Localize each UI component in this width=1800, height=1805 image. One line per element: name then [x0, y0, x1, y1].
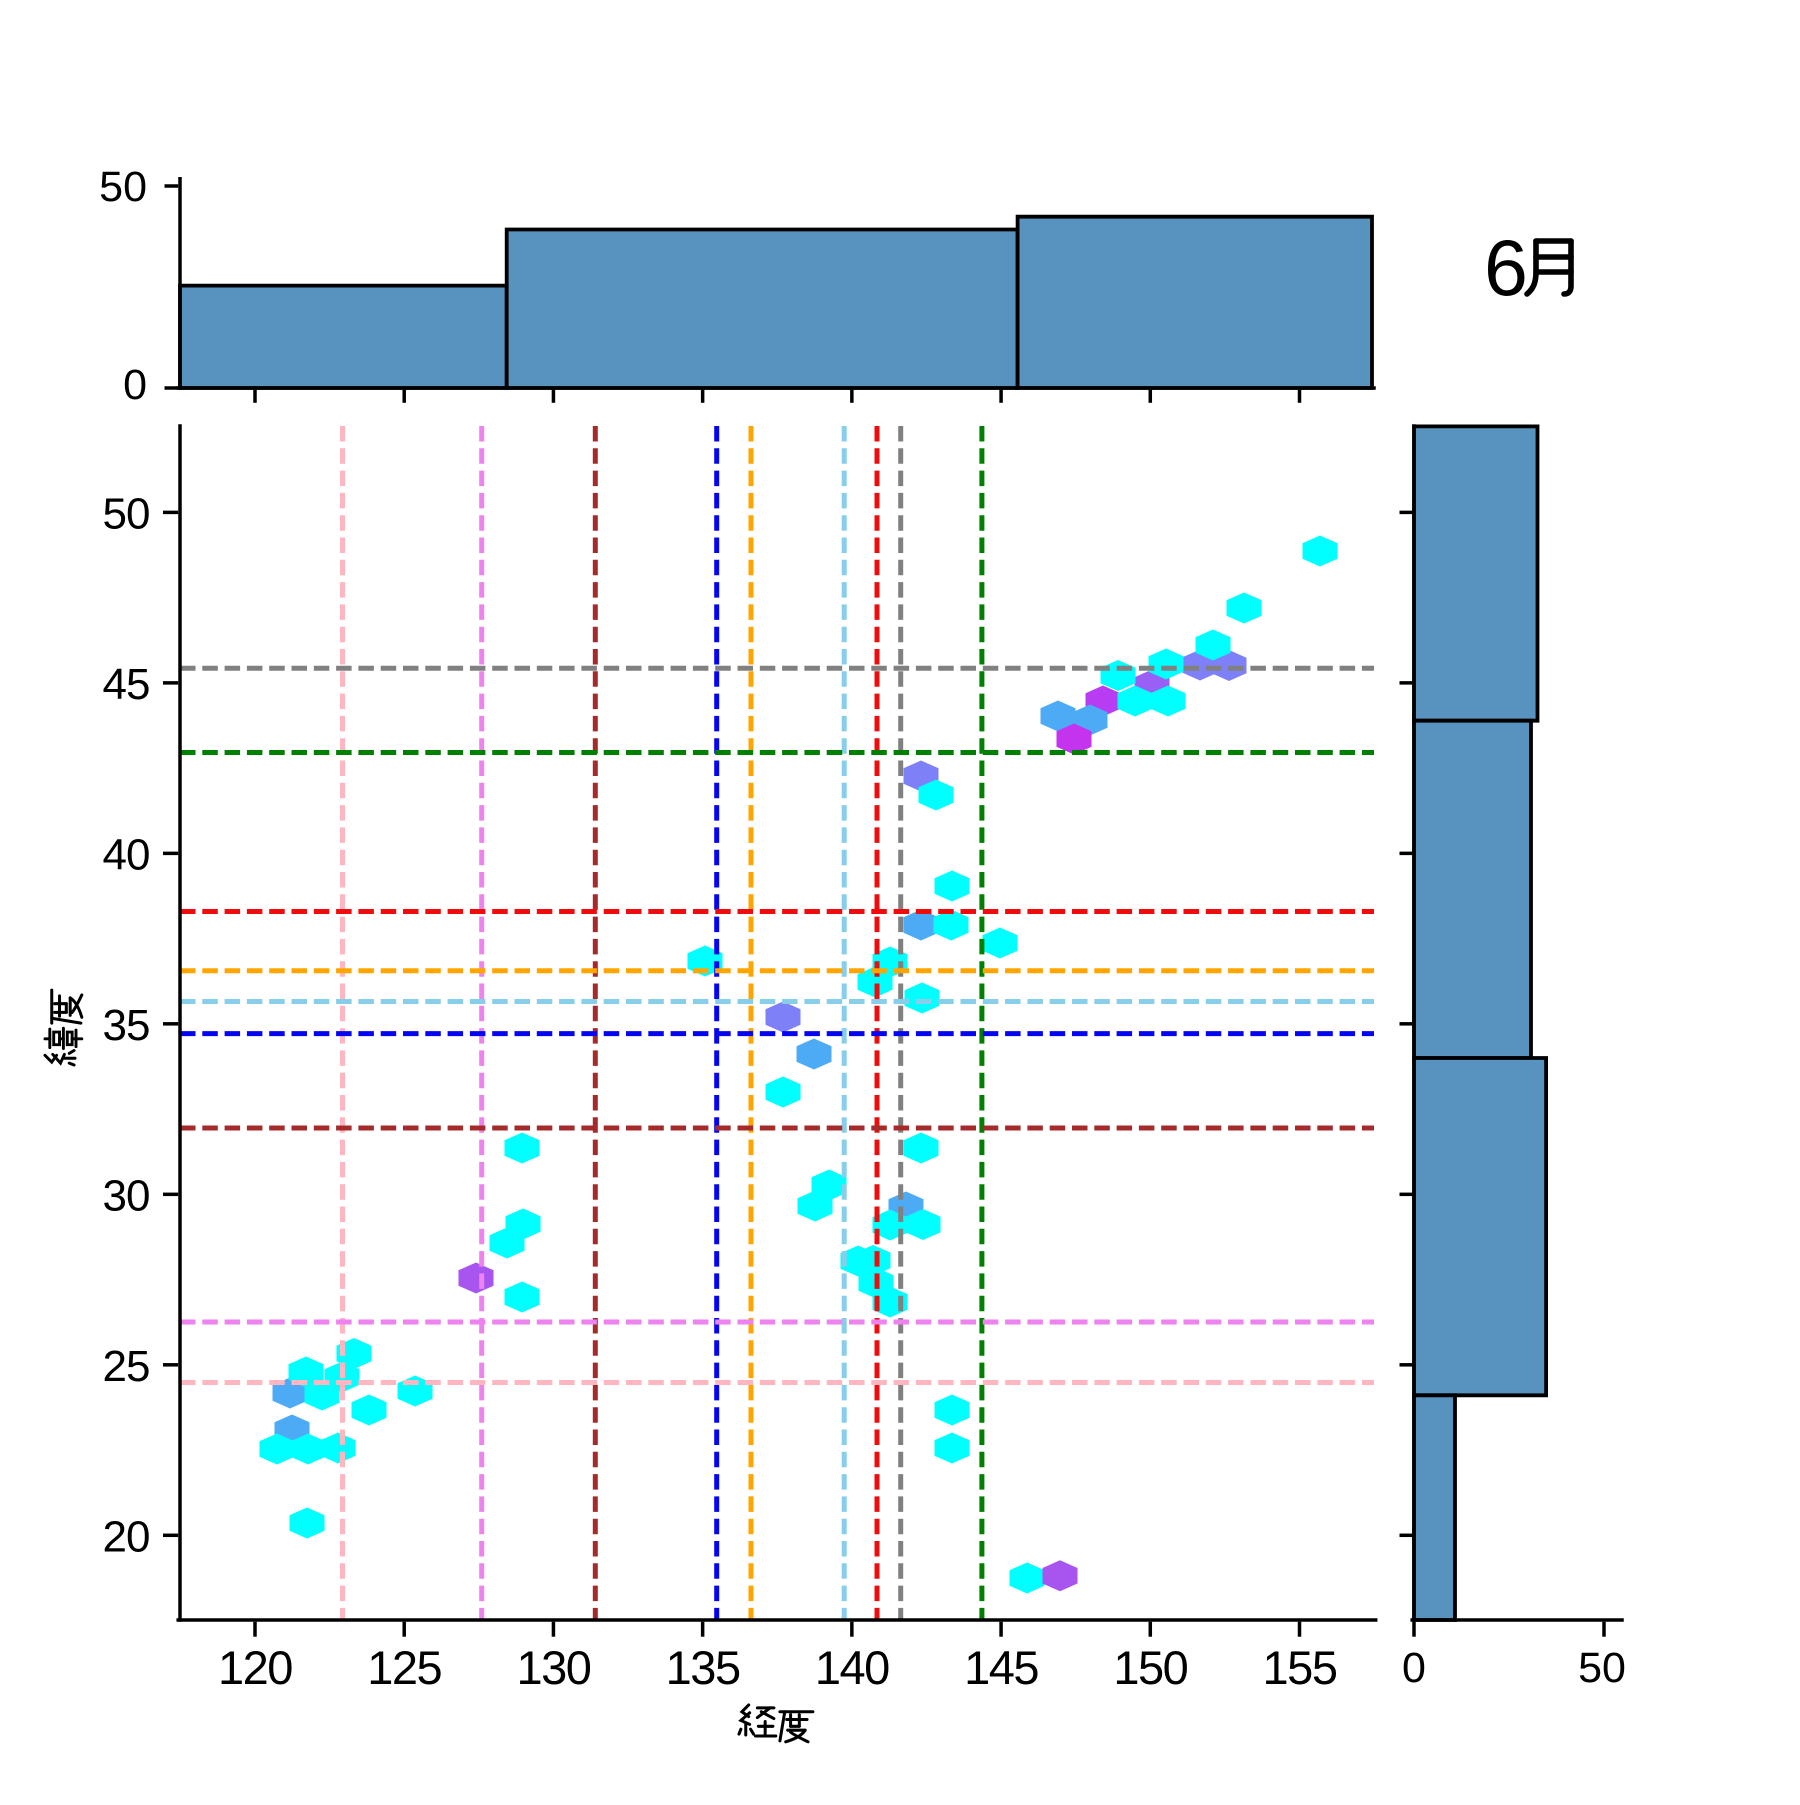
svg-text:130: 130	[516, 1641, 590, 1694]
svg-text:125: 125	[367, 1641, 441, 1694]
svg-text:140: 140	[815, 1641, 889, 1694]
svg-text:35: 35	[103, 1001, 150, 1050]
svg-text:45: 45	[103, 660, 150, 709]
svg-text:30: 30	[103, 1171, 150, 1220]
svg-text:0: 0	[1402, 1644, 1426, 1692]
svg-text:50: 50	[1578, 1644, 1626, 1692]
svg-text:50: 50	[103, 489, 150, 538]
svg-text:20: 20	[103, 1512, 150, 1561]
svg-text:120: 120	[218, 1641, 292, 1694]
svg-text:155: 155	[1263, 1641, 1337, 1694]
svg-text:145: 145	[964, 1641, 1038, 1694]
svg-text:50: 50	[99, 163, 147, 211]
svg-text:135: 135	[666, 1641, 740, 1694]
svg-text:150: 150	[1113, 1641, 1187, 1694]
svg-text:0: 0	[123, 361, 147, 409]
svg-text:25: 25	[103, 1342, 150, 1391]
svg-text:40: 40	[103, 830, 150, 879]
svg-text:6: 6	[1484, 223, 1528, 312]
